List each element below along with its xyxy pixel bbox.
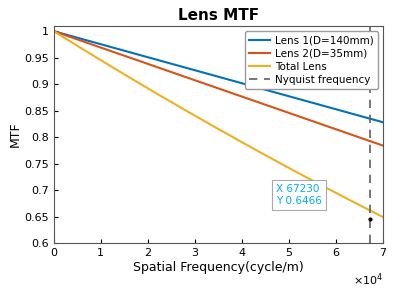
Line: Total Lens: Total Lens [54,31,383,217]
Total Lens [51,29,56,33]
Lens 1(D=140mm) [196,70,201,73]
Total Lens [196,116,201,120]
Total Lens [278,161,282,165]
Text: X 67230
Y 0.6466: X 67230 Y 0.6466 [276,184,322,206]
Y-axis label: MTF: MTF [8,122,21,148]
Lens 2(D=35mm) [196,80,201,84]
Lens 1(D=140mm) [314,102,319,106]
Legend: Lens 1(D=140mm), Lens 2(D=35mm), Total Lens, Nyquist frequency: Lens 1(D=140mm), Lens 2(D=35mm), Total L… [245,31,378,89]
Lens 2(D=35mm) [51,29,56,33]
Title: Lens MTF: Lens MTF [178,8,259,23]
Lens 1(D=140mm) [51,29,56,33]
Total Lens [314,181,319,185]
Lens 1(D=140mm) [381,120,386,124]
Text: $\times10^4$: $\times10^4$ [353,272,383,288]
Lens 2(D=35mm) [278,108,282,112]
Total Lens [85,50,90,54]
Lens 2(D=35mm) [308,119,313,122]
Total Lens [184,109,189,113]
Lens 2(D=35mm) [85,41,90,45]
Lens 1(D=140mm) [278,92,282,95]
Lens 1(D=140mm) [308,100,313,104]
Total Lens [308,178,313,181]
Lens 2(D=35mm) [314,121,319,124]
Lens 2(D=35mm) [184,76,189,79]
Lens 1(D=140mm) [85,39,90,42]
Lens 1(D=140mm) [184,66,189,70]
Lens 2(D=35mm) [381,144,386,148]
Line: Lens 1(D=140mm): Lens 1(D=140mm) [54,31,383,122]
X-axis label: Spatial Frequency(cycle/m): Spatial Frequency(cycle/m) [133,261,304,274]
Line: Lens 2(D=35mm): Lens 2(D=35mm) [54,31,383,146]
Total Lens [381,215,386,219]
